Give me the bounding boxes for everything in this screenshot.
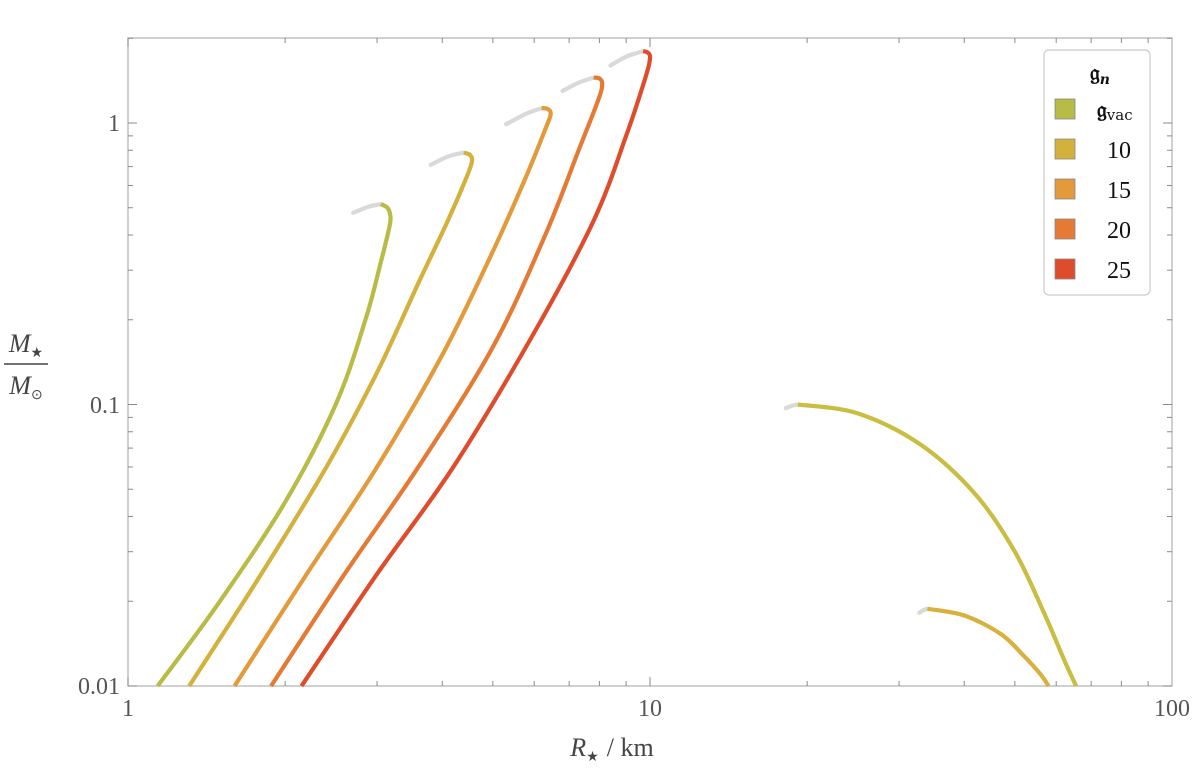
series-3-unstable-branch [503,105,544,127]
series-3 [232,105,553,688]
series-4 [269,75,605,688]
x-tick-label-1: 1 [122,696,134,722]
series-1-stable-branch [156,202,393,688]
series-4-stable-branch [269,75,605,688]
legend-title-symbol: 𝔤 [1090,60,1100,86]
series-1 [156,202,393,688]
y-axis-title-numerator-subscript: ★ [31,346,44,361]
y-axis-title-numerator: M★ [8,329,43,361]
y-axis-title-denominator-symbol: M [8,371,32,400]
series-7 [917,606,1051,688]
legend-label-vac-symbol: 𝔤 [1097,97,1107,123]
y-tick-label-0.01: 0.01 [78,674,120,700]
series-7-unstable-branch [917,606,930,615]
x-axis-title: R★ / km [569,733,653,765]
legend-title: 𝔤n [1090,60,1110,88]
y-axis-title-denominator-subscript: ⊙ [31,388,43,403]
series-6-unstable-branch [783,402,800,411]
legend-swatch-20 [1054,218,1076,240]
series-3-stable-branch [232,105,553,688]
legend-label-10: 10 [1107,138,1131,164]
y-tick-label-0.1: 0.1 [90,393,120,419]
series-layer [156,49,1078,688]
legend: 𝔤n 𝔤vac 10 15 20 25 [1043,49,1151,296]
series-4-unstable-branch [560,75,596,94]
series-6 [783,402,1078,687]
series-1-unstable-branch [351,202,383,215]
x-axis-title-subscript: ★ [586,750,599,765]
series-7-stable-branch [927,606,1051,688]
series-2-stable-branch [187,150,475,688]
legend-label-20: 20 [1107,218,1131,244]
y-axis-title-denominator: M⊙ [8,371,42,403]
axis-ticks [127,37,1172,687]
y-axis-title-numerator-symbol: M [8,329,32,358]
series-5-unstable-branch [608,49,646,68]
legend-box [1043,49,1151,296]
y-axis-title: M★ M⊙ [4,329,48,403]
series-6-stable-branch [797,402,1078,687]
y-tick-label-1: 1 [108,111,120,137]
legend-swatch-10 [1054,138,1076,160]
legend-label-vac-subscript: vac [1106,106,1133,124]
x-tick-label-10: 10 [638,696,662,722]
legend-swatch-vac [1054,98,1076,120]
plot-frame [127,37,1173,687]
legend-swatch-25 [1054,258,1076,280]
legend-swatch-15 [1054,178,1076,200]
legend-title-subscript: n [1100,72,1110,88]
legend-label-25: 25 [1107,258,1131,284]
x-tick-label-100: 100 [1154,696,1190,722]
series-2 [187,150,475,688]
x-axis-title-unit: / km [607,733,654,762]
series-2-unstable-branch [428,150,466,167]
legend-label-vac: 𝔤vac [1097,97,1133,124]
x-axis-title-symbol: R [569,733,586,762]
series-5-stable-branch [299,49,653,688]
legend-label-15: 15 [1107,178,1131,204]
series-5 [299,49,653,688]
